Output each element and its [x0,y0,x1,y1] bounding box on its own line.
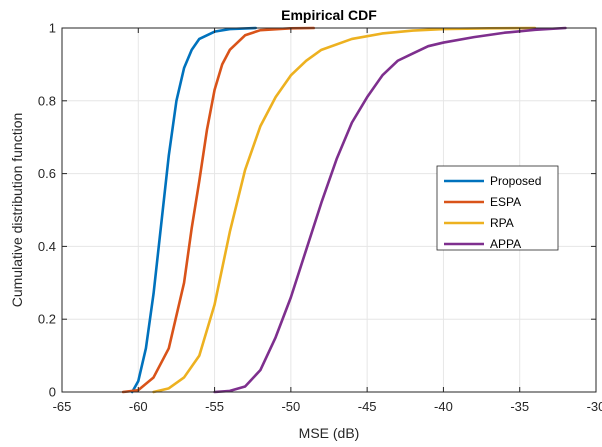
legend-label: RPA [490,216,514,230]
y-tick-label: 0.2 [38,312,56,327]
y-tick-label: 0.6 [38,166,56,181]
series-line-appa [213,26,567,394]
chart-title: Empirical CDF [281,7,377,23]
x-tick-label: -60 [129,399,148,414]
x-tick-label: -50 [281,399,300,414]
x-tick-label: -65 [53,399,72,414]
y-tick-label: 0.8 [38,93,56,108]
series-line-rpa [152,26,537,394]
y-tick-label: 0.4 [38,239,56,254]
x-tick-label: -45 [358,399,377,414]
axes-frame [61,27,597,393]
x-axis-label: MSE (dB) [299,425,360,441]
legend-label: APPA [490,237,521,251]
x-tick-label: -35 [510,399,529,414]
y-axis-label: Cumulative distribution function [9,113,25,308]
y-tick-label: 0 [49,385,56,400]
x-tick-label: -30 [587,399,602,414]
y-tick-label: 1 [49,21,56,36]
x-tick-label: -40 [434,399,453,414]
tick-layer: -65 -60 -55 -50 -45 -40 -35 -30 0 0.2 0.4 0.6 0.8 1 [38,21,602,415]
legend-label: ESPA [490,195,521,209]
legend-label: Proposed [490,174,541,188]
legend: Proposed ESPA RPA APPA [436,165,559,251]
x-tick-label: -55 [205,399,224,414]
series-line-espa [121,26,316,394]
